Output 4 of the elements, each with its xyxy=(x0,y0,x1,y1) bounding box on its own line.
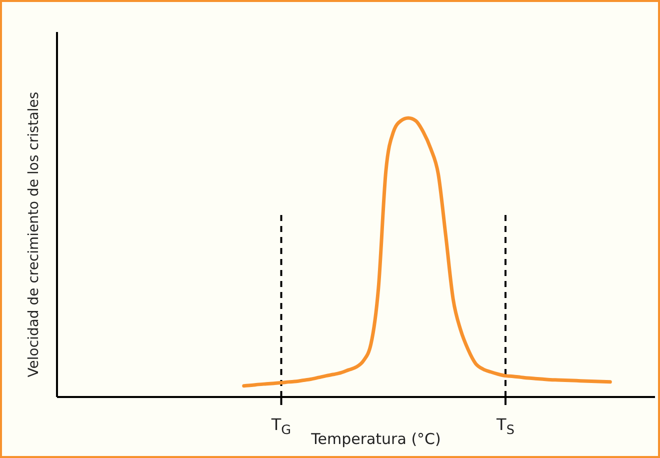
x-tick-label: T$_{G}$ xyxy=(270,415,292,438)
x-tick-label: T$_{S}$ xyxy=(496,415,514,438)
y-axis-title: Velocidad de crecimiento de los cristales xyxy=(26,92,42,378)
x-axis-title: Temperatura (°C) xyxy=(310,430,441,448)
